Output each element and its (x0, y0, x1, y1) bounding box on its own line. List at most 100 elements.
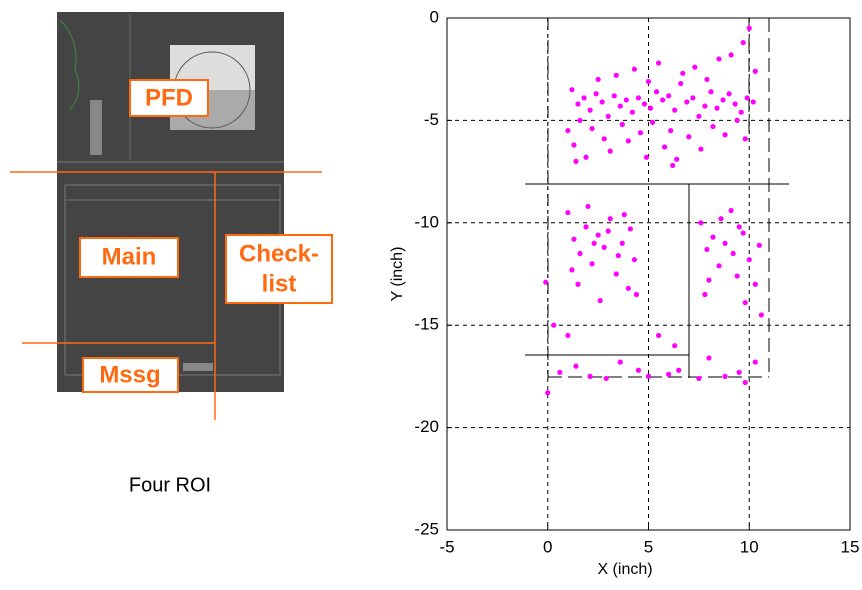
point (634, 292, 639, 297)
point (591, 241, 596, 246)
point (733, 101, 738, 106)
point (583, 155, 588, 160)
point (722, 374, 727, 379)
point (642, 101, 647, 106)
roi-label: PFD (145, 84, 193, 111)
point (565, 333, 570, 338)
point (630, 110, 635, 115)
y-tick-label: -25 (414, 519, 439, 538)
point (666, 93, 671, 98)
point (600, 99, 605, 104)
point (690, 95, 695, 100)
roi-label: list (262, 270, 297, 297)
point (753, 282, 758, 287)
point (557, 370, 562, 375)
point (737, 370, 742, 375)
x-axis-label: X (inch) (597, 561, 652, 578)
point (573, 364, 578, 369)
point (618, 359, 623, 364)
point (577, 251, 582, 256)
point (654, 89, 659, 94)
point (704, 247, 709, 252)
point (606, 114, 611, 119)
point (747, 257, 752, 262)
point (614, 271, 619, 276)
gear-icon (90, 100, 102, 155)
point (674, 157, 679, 162)
point (545, 390, 550, 395)
point (543, 280, 548, 285)
point (577, 118, 582, 123)
point (573, 159, 578, 164)
point (692, 65, 697, 70)
roi-label: Mssg (99, 361, 160, 388)
point (698, 220, 703, 225)
point (676, 368, 681, 373)
roi-label: Check- (239, 240, 319, 267)
point (612, 93, 617, 98)
point (720, 97, 725, 102)
point (565, 210, 570, 215)
y-tick-label: -20 (414, 417, 439, 436)
point (745, 95, 750, 100)
point (650, 120, 655, 125)
point (751, 99, 756, 104)
point (569, 87, 574, 92)
point (696, 376, 701, 381)
point (731, 251, 736, 256)
x-tick-label: 15 (841, 537, 860, 556)
msg-button (183, 363, 213, 371)
point (743, 380, 748, 385)
point (735, 273, 740, 278)
point (589, 126, 594, 131)
point (743, 136, 748, 141)
point (632, 67, 637, 72)
caption: Four ROI (129, 474, 211, 496)
point (620, 122, 625, 127)
point (598, 298, 603, 303)
point (753, 359, 758, 364)
point (722, 241, 727, 246)
point (757, 243, 762, 248)
point (608, 216, 613, 221)
point (668, 128, 673, 133)
point (589, 261, 594, 266)
point (737, 224, 742, 229)
point (565, 128, 570, 133)
page: PFD Main Check- list Mssg Four ROI X (in… (0, 0, 862, 590)
point (656, 333, 661, 338)
point (571, 142, 576, 147)
point (696, 114, 701, 119)
point (747, 26, 752, 31)
point (618, 103, 623, 108)
point (636, 95, 641, 100)
y-tick-label: 0 (430, 7, 439, 26)
point (739, 110, 744, 115)
point (624, 97, 629, 102)
point (714, 106, 719, 111)
y-tick-label: -5 (424, 110, 439, 129)
point (706, 355, 711, 360)
point (596, 232, 601, 237)
point (716, 263, 721, 268)
point (616, 253, 621, 258)
point (646, 79, 651, 84)
point (684, 99, 689, 104)
point (672, 343, 677, 348)
x-tick-label: 0 (543, 537, 552, 556)
point (575, 282, 580, 287)
point (632, 257, 637, 262)
point (594, 91, 599, 96)
point (587, 374, 592, 379)
point (628, 226, 633, 231)
point (718, 216, 723, 221)
point (735, 118, 740, 123)
point (670, 163, 675, 168)
point (678, 81, 683, 86)
point (662, 144, 667, 149)
point (741, 230, 746, 235)
figure: PFD Main Check- list Mssg Four ROI X (in… (0, 0, 862, 585)
point (702, 292, 707, 297)
point (636, 368, 641, 373)
point (710, 124, 715, 129)
